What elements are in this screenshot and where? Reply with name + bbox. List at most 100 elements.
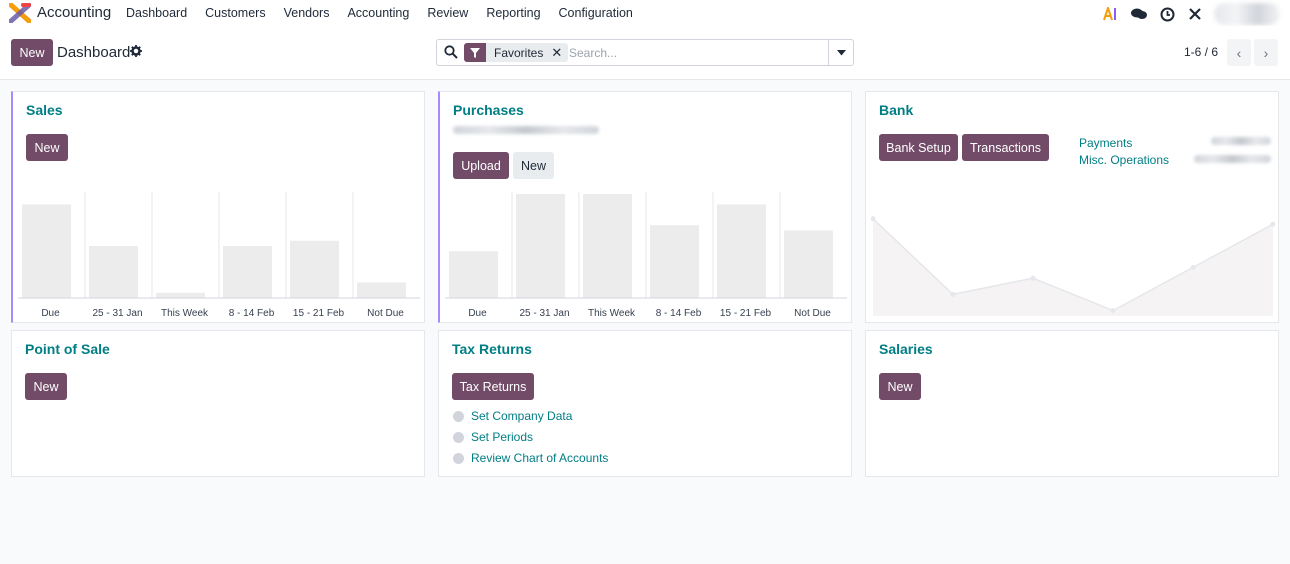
chevron-right-icon[interactable]: › bbox=[1254, 39, 1278, 66]
bar bbox=[717, 204, 766, 298]
purchases-chart-svg: Due 25 - 31 Jan This Week 8 - 14 Feb 15 - 21… bbox=[445, 192, 847, 319]
bank-setup-button[interactable]: Bank Setup bbox=[879, 134, 958, 161]
new-button[interactable]: New bbox=[11, 39, 53, 66]
point-of-sale-card: Point of Sale New bbox=[11, 330, 425, 477]
bar bbox=[650, 225, 699, 298]
gear-icon[interactable] bbox=[130, 45, 142, 60]
bar bbox=[89, 246, 138, 298]
misc-operations-link[interactable]: Misc. Operations bbox=[1079, 153, 1170, 167]
step-label[interactable]: Review Chart of Accounts bbox=[471, 451, 609, 465]
blurred-amount bbox=[1194, 155, 1271, 163]
card-title[interactable]: Salaries bbox=[879, 341, 933, 357]
caret-down-icon[interactable] bbox=[828, 40, 853, 65]
menu-item-reporting[interactable]: Reporting bbox=[486, 6, 541, 20]
chat-icon[interactable] bbox=[1130, 5, 1148, 23]
systray bbox=[1102, 3, 1280, 25]
app-name[interactable]: Accounting bbox=[37, 4, 112, 21]
data-point bbox=[950, 291, 956, 297]
search-bar[interactable]: Favorites ✕ bbox=[436, 39, 854, 66]
data-point bbox=[1110, 308, 1116, 314]
data-point bbox=[1030, 275, 1036, 281]
search-icon[interactable] bbox=[444, 45, 458, 59]
sales-bar-chart: Due 25 - 31 Jan This Week 8 - 14 Feb 15 - 21… bbox=[18, 192, 420, 322]
new-button[interactable]: New bbox=[879, 373, 921, 400]
sales-chart-svg: Due 25 - 31 Jan This Week 8 - 14 Feb 15 - 21… bbox=[18, 192, 420, 319]
payments-link[interactable]: Payments bbox=[1079, 136, 1133, 150]
new-button[interactable]: New bbox=[26, 134, 68, 161]
bar bbox=[223, 246, 272, 298]
menu-item-dashboard[interactable]: Dashboard bbox=[126, 6, 188, 20]
purchases-bar-chart: Due 25 - 31 Jan This Week 8 - 14 Feb 15 - 21… bbox=[445, 192, 847, 322]
new-button[interactable]: New bbox=[25, 373, 67, 400]
facet-label: Favorites bbox=[494, 45, 544, 60]
x-tick-label: 25 - 31 Jan bbox=[519, 308, 569, 319]
x-tick-label: 15 - 21 Feb bbox=[293, 308, 345, 319]
chevron-left-icon[interactable]: ‹ bbox=[1227, 39, 1251, 66]
x-tick-label: 15 - 21 Feb bbox=[720, 308, 772, 319]
onboarding-step[interactable]: Set Periods bbox=[453, 430, 533, 444]
card-title[interactable]: Bank bbox=[879, 102, 914, 118]
search-input[interactable] bbox=[569, 44, 827, 62]
card-title[interactable]: Point of Sale bbox=[25, 341, 110, 357]
menu-item-customers[interactable]: Customers bbox=[205, 6, 266, 20]
top-navbar: Accounting Dashboard Customers Vendors A… bbox=[0, 0, 1290, 26]
accounting-logo-icon[interactable] bbox=[9, 3, 31, 23]
user-avatar[interactable] bbox=[1214, 3, 1280, 25]
control-panel: New Dashboard Favorites ✕ 1-6 / 6 ‹ › bbox=[0, 26, 1290, 80]
purchases-card: Purchases Upload New Due 25 - 31 Jan This … bbox=[438, 91, 852, 323]
x-tick-label: Not Due bbox=[367, 308, 404, 319]
bank-area-chart bbox=[870, 204, 1276, 323]
close-icon[interactable]: ✕ bbox=[551, 44, 563, 60]
blurred-amount bbox=[1211, 137, 1271, 145]
onboarding-step[interactable]: Set Company Data bbox=[453, 409, 572, 423]
card-title[interactable]: Tax Returns bbox=[452, 341, 532, 357]
data-point bbox=[1190, 264, 1196, 270]
card-title[interactable]: Purchases bbox=[453, 102, 524, 118]
new-button[interactable]: New bbox=[513, 152, 554, 179]
menu-item-vendors[interactable]: Vendors bbox=[283, 6, 330, 20]
bar bbox=[290, 240, 339, 298]
card-title[interactable]: Sales bbox=[26, 102, 63, 118]
bank-chart-svg bbox=[870, 216, 1276, 316]
search-facet: Favorites ✕ bbox=[464, 43, 569, 62]
tax-returns-card: Tax Returns Tax Returns Set Company Data… bbox=[438, 330, 852, 477]
pager-value[interactable]: 1-6 / 6 bbox=[1184, 45, 1219, 59]
bar bbox=[22, 204, 71, 298]
data-point bbox=[1270, 221, 1276, 227]
bar bbox=[156, 292, 205, 298]
x-tick-label: 25 - 31 Jan bbox=[92, 308, 142, 319]
clock-icon[interactable] bbox=[1158, 5, 1176, 23]
tools-icon[interactable] bbox=[1186, 5, 1204, 23]
data-point bbox=[870, 216, 876, 222]
x-tick-label: This Week bbox=[161, 308, 209, 319]
circle-icon bbox=[453, 410, 464, 422]
bar bbox=[583, 194, 632, 298]
ai-icon[interactable] bbox=[1102, 5, 1120, 23]
circle-icon bbox=[453, 431, 464, 443]
menu-item-configuration[interactable]: Configuration bbox=[558, 6, 633, 20]
filter-icon bbox=[464, 43, 486, 62]
tax-returns-button[interactable]: Tax Returns bbox=[452, 373, 534, 400]
bar bbox=[357, 282, 406, 298]
salaries-card: Salaries New bbox=[865, 330, 1279, 477]
upload-button[interactable]: Upload bbox=[453, 152, 509, 179]
bank-card: Bank Bank Setup Transactions Payments Mi… bbox=[865, 91, 1279, 323]
area-fill bbox=[873, 218, 1273, 316]
x-tick-label: This Week bbox=[588, 308, 636, 319]
page-title: Dashboard bbox=[57, 44, 131, 61]
x-tick-label: Not Due bbox=[794, 308, 831, 319]
menu-item-review[interactable]: Review bbox=[427, 6, 469, 20]
circle-icon bbox=[453, 452, 464, 464]
transactions-button[interactable]: Transactions bbox=[962, 134, 1049, 161]
bar bbox=[516, 194, 565, 298]
menu-item-accounting[interactable]: Accounting bbox=[347, 6, 410, 20]
blurred-summary bbox=[453, 126, 599, 134]
step-label[interactable]: Set Periods bbox=[471, 430, 534, 444]
main-menu: Dashboard Customers Vendors Accounting R… bbox=[126, 6, 651, 20]
x-tick-label: 8 - 14 Feb bbox=[229, 308, 275, 319]
onboarding-step[interactable]: Review Chart of Accounts bbox=[453, 451, 608, 465]
x-tick-label: Due bbox=[41, 308, 60, 319]
area-line bbox=[872, 218, 1274, 312]
step-label[interactable]: Set Company Data bbox=[471, 409, 573, 423]
bar bbox=[449, 251, 498, 298]
